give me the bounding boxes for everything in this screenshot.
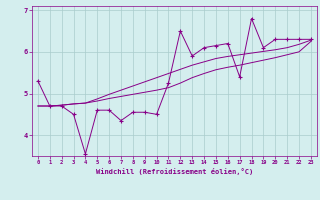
X-axis label: Windchill (Refroidissement éolien,°C): Windchill (Refroidissement éolien,°C) (96, 168, 253, 175)
